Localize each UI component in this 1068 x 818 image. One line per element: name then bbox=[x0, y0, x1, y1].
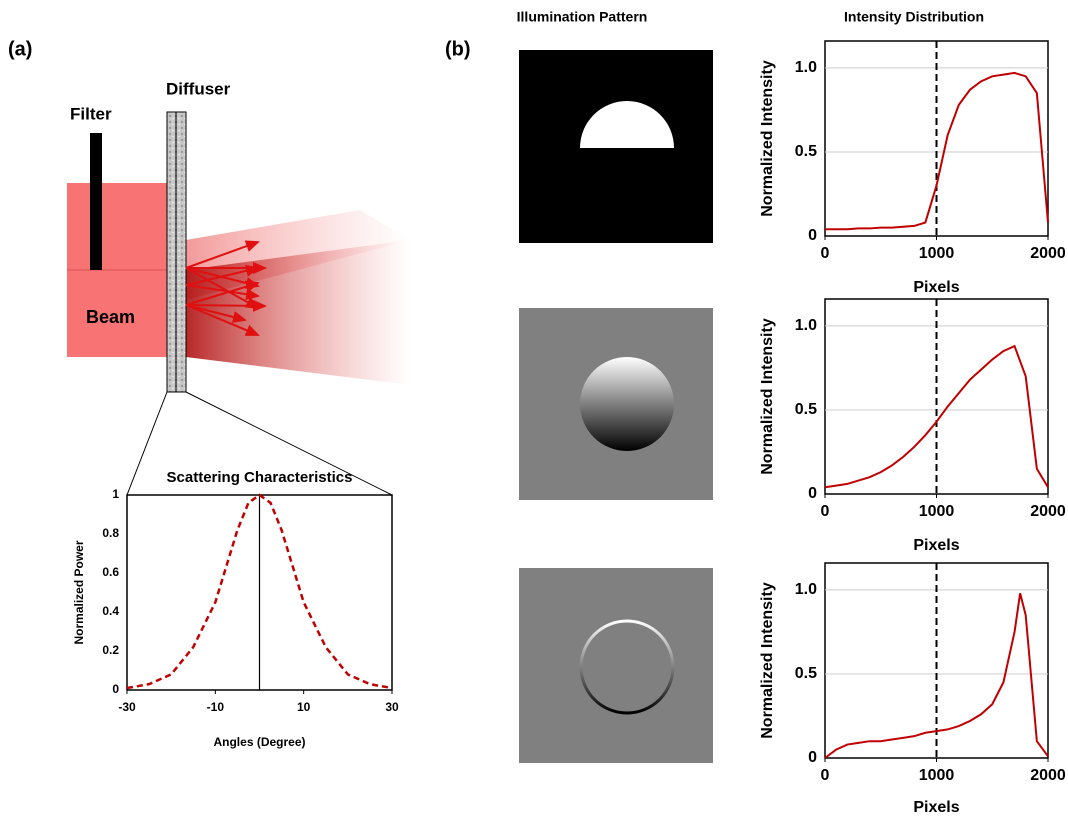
x-tick-label: 10 bbox=[297, 700, 311, 714]
x-tick-label: 1000 bbox=[919, 503, 955, 520]
x-tick-label: -10 bbox=[207, 700, 225, 714]
x-axis-label: Pixels bbox=[913, 537, 959, 554]
y-tick-label: 0.6 bbox=[102, 565, 119, 579]
x-tick-label: 0 bbox=[821, 767, 830, 784]
label: Filter bbox=[70, 104, 112, 123]
y-axis-label: Normalized Intensity bbox=[759, 318, 776, 475]
y-axis-label: Normalized Intensity bbox=[759, 582, 776, 739]
y-tick-label: 0 bbox=[808, 485, 817, 502]
figure: (a) (b) Illumination Pattern Intensity D… bbox=[0, 0, 1068, 818]
x-tick-label: 1000 bbox=[919, 767, 955, 784]
y-tick-label: 0 bbox=[808, 227, 817, 244]
pattern-image bbox=[519, 568, 713, 763]
y-tick-label: 1.0 bbox=[795, 581, 817, 598]
y-tick-label: 0.2 bbox=[102, 643, 119, 657]
x-axis-label: Angles (Degree) bbox=[213, 735, 305, 749]
x-tick-label: 0 bbox=[821, 503, 830, 520]
zoom-line bbox=[127, 392, 167, 495]
x-tick-label: 2000 bbox=[1030, 503, 1066, 520]
label: Beam bbox=[86, 307, 135, 327]
x-axis-label: Pixels bbox=[913, 279, 959, 296]
gradient-disc bbox=[580, 357, 674, 451]
y-tick-label: 0.4 bbox=[102, 604, 119, 618]
column-header: Intensity Distribution bbox=[844, 9, 984, 25]
x-tick-label: 30 bbox=[385, 700, 399, 714]
x-axis-label: Pixels bbox=[913, 799, 959, 816]
x-tick-label: -30 bbox=[118, 700, 136, 714]
y-tick-label: 0.5 bbox=[795, 401, 817, 418]
y-axis-label: Normalized Power bbox=[72, 540, 86, 644]
x-tick-label: 2000 bbox=[1030, 767, 1066, 784]
chart-title: Scattering Characteristics bbox=[167, 469, 353, 486]
filter bbox=[90, 133, 102, 270]
panel-label: (a) bbox=[8, 38, 32, 60]
y-tick-label: 0.5 bbox=[795, 143, 817, 160]
y-tick-label: 1.0 bbox=[795, 317, 817, 334]
y-tick-label: 1.0 bbox=[795, 59, 817, 76]
x-tick-label: 2000 bbox=[1030, 245, 1066, 262]
panel-label: (b) bbox=[445, 38, 471, 60]
y-tick-label: 0 bbox=[808, 749, 817, 766]
label: Diffuser bbox=[166, 79, 231, 98]
y-tick-label: 0.5 bbox=[795, 665, 817, 682]
y-tick-label: 1 bbox=[112, 487, 119, 501]
x-tick-label: 0 bbox=[821, 245, 830, 262]
column-header: Illumination Pattern bbox=[517, 9, 648, 25]
y-tick-label: 0 bbox=[112, 682, 119, 696]
x-tick-label: 1000 bbox=[919, 245, 955, 262]
y-tick-label: 0.8 bbox=[102, 526, 119, 540]
y-axis-label: Normalized Intensity bbox=[759, 60, 776, 217]
